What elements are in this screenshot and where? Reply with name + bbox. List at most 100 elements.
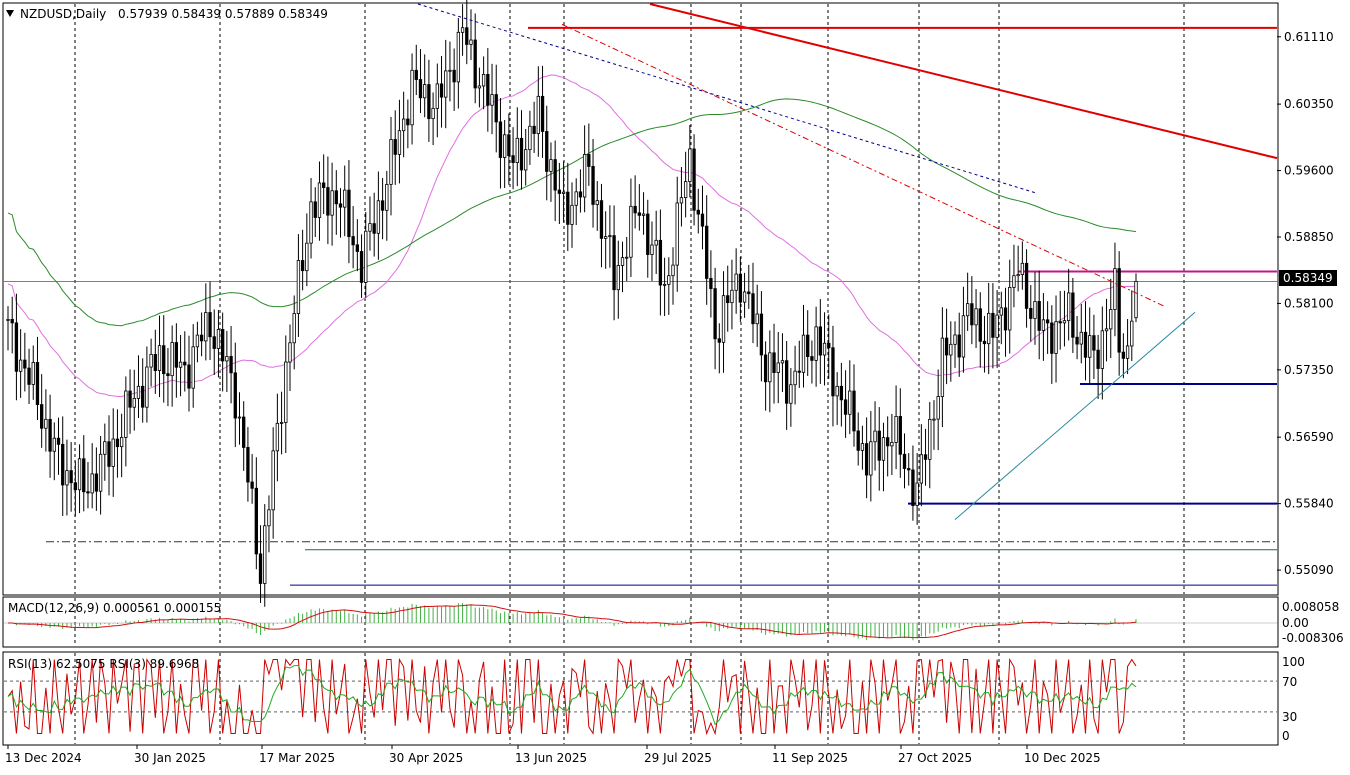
candle-body-85 (364, 230, 368, 283)
candle-body-194 (822, 342, 827, 356)
price-tick-label-8: 0.55090 (1284, 563, 1334, 577)
candle-body-30 (132, 398, 136, 408)
candle-body-93 (397, 130, 402, 155)
candle-body-108 (460, 27, 465, 33)
candle-body-7 (35, 362, 40, 406)
candle-body-4 (23, 359, 27, 369)
candle-body-51 (220, 329, 225, 362)
candle-body-210 (890, 441, 894, 447)
candle-body-121 (515, 137, 519, 163)
candle-body-109 (465, 27, 469, 45)
candle-body-229 (970, 303, 974, 326)
candle-body-60 (258, 553, 263, 584)
candle-body-197 (835, 385, 839, 397)
candle-body-144 (612, 235, 616, 291)
candle-body-67 (288, 342, 292, 363)
candle-body-167 (709, 278, 713, 290)
candle-body-255 (1079, 331, 1083, 345)
candle-body-17 (77, 458, 82, 491)
candle-body-72 (309, 201, 313, 244)
rsi3-line (7, 657, 1137, 736)
candle-body-22 (98, 453, 103, 492)
candle-body-124 (528, 125, 532, 151)
candle-body-156 (662, 283, 667, 286)
candle-body-184 (780, 360, 785, 364)
candle-body-242 (1024, 262, 1029, 309)
candle-body-62 (267, 509, 271, 527)
candle-body-256 (1083, 331, 1088, 358)
macd-signal-line (7, 604, 1137, 639)
candle-body-63 (271, 450, 275, 511)
candle-body-193 (818, 326, 822, 356)
candle-body-137 (582, 154, 587, 198)
candle-body-92 (393, 139, 397, 155)
candle-body-233 (987, 312, 991, 345)
candle-body-134 (570, 204, 574, 225)
candle-body-187 (793, 370, 797, 386)
candle-body-222 (940, 337, 945, 397)
candle-body-172 (730, 289, 734, 304)
candle-body-209 (886, 437, 890, 447)
candle-body-1 (10, 318, 14, 324)
candle-body-212 (898, 416, 902, 455)
candle-body-152 (646, 213, 650, 255)
candle-body-143 (608, 235, 612, 238)
candle-body-26 (115, 438, 120, 448)
candle-body-199 (843, 399, 848, 415)
candle-body-129 (549, 159, 553, 172)
candle-body-44 (191, 346, 195, 389)
candle-body-45 (195, 334, 200, 348)
candle-body-58 (250, 481, 254, 489)
candle-body-186 (789, 384, 793, 404)
candle-body-204 (864, 443, 869, 476)
candle-body-223 (944, 337, 949, 356)
trendline-red-main (649, 3, 1278, 160)
price-tick-label-2: 0.59600 (1284, 164, 1334, 178)
trendline-red-dashed (561, 23, 1165, 307)
trendline-blue-dotted (417, 3, 1036, 194)
candle-body-208 (881, 437, 886, 461)
candle-body-168 (713, 288, 717, 340)
candle-body-50 (216, 329, 221, 349)
candle-body-69 (296, 260, 301, 314)
price-tick-label-4: 0.58100 (1284, 296, 1334, 310)
candle-body-141 (599, 200, 604, 239)
candle-body-65 (279, 422, 284, 424)
candle-body-261 (1104, 328, 1109, 332)
candle-body-5 (27, 367, 31, 385)
candle-body-173 (734, 273, 738, 291)
candle-body-46 (199, 334, 204, 342)
candle-body-68 (292, 313, 296, 344)
dropdown-triangle-icon[interactable] (6, 10, 14, 17)
candle-body-206 (873, 430, 877, 443)
candle-body-153 (650, 244, 654, 255)
candle-body-221 (936, 396, 940, 420)
candle-body-147 (625, 256, 629, 259)
macd-tick-zero: 0.00 (1282, 616, 1309, 630)
candle-body-116 (494, 94, 498, 123)
candle-body-103 (439, 83, 444, 98)
candle-body-215 (911, 469, 915, 506)
candle-body-74 (317, 182, 322, 218)
candle-body-133 (566, 191, 570, 225)
candle-body-249 (1054, 321, 1058, 354)
candle-body-132 (561, 191, 566, 194)
candle-body-213 (902, 453, 907, 469)
candle-body-41 (178, 361, 183, 368)
candle-body-178 (755, 313, 759, 325)
candle-body-14 (65, 470, 69, 486)
grid (74, 4, 1185, 744)
candle-body-244 (1033, 301, 1037, 319)
candle-body-106 (452, 69, 456, 83)
candle-body-182 (772, 352, 776, 373)
candle-body-265 (1121, 351, 1126, 359)
macd-panel-frame (2, 596, 1279, 648)
candle-body-20 (90, 473, 94, 494)
candle-body-107 (456, 31, 461, 83)
candle-body-246 (1041, 319, 1046, 331)
candle-body-180 (763, 354, 768, 383)
candle-body-56 (242, 416, 246, 448)
candle-body-12 (56, 437, 61, 445)
candle-body-9 (44, 418, 48, 429)
